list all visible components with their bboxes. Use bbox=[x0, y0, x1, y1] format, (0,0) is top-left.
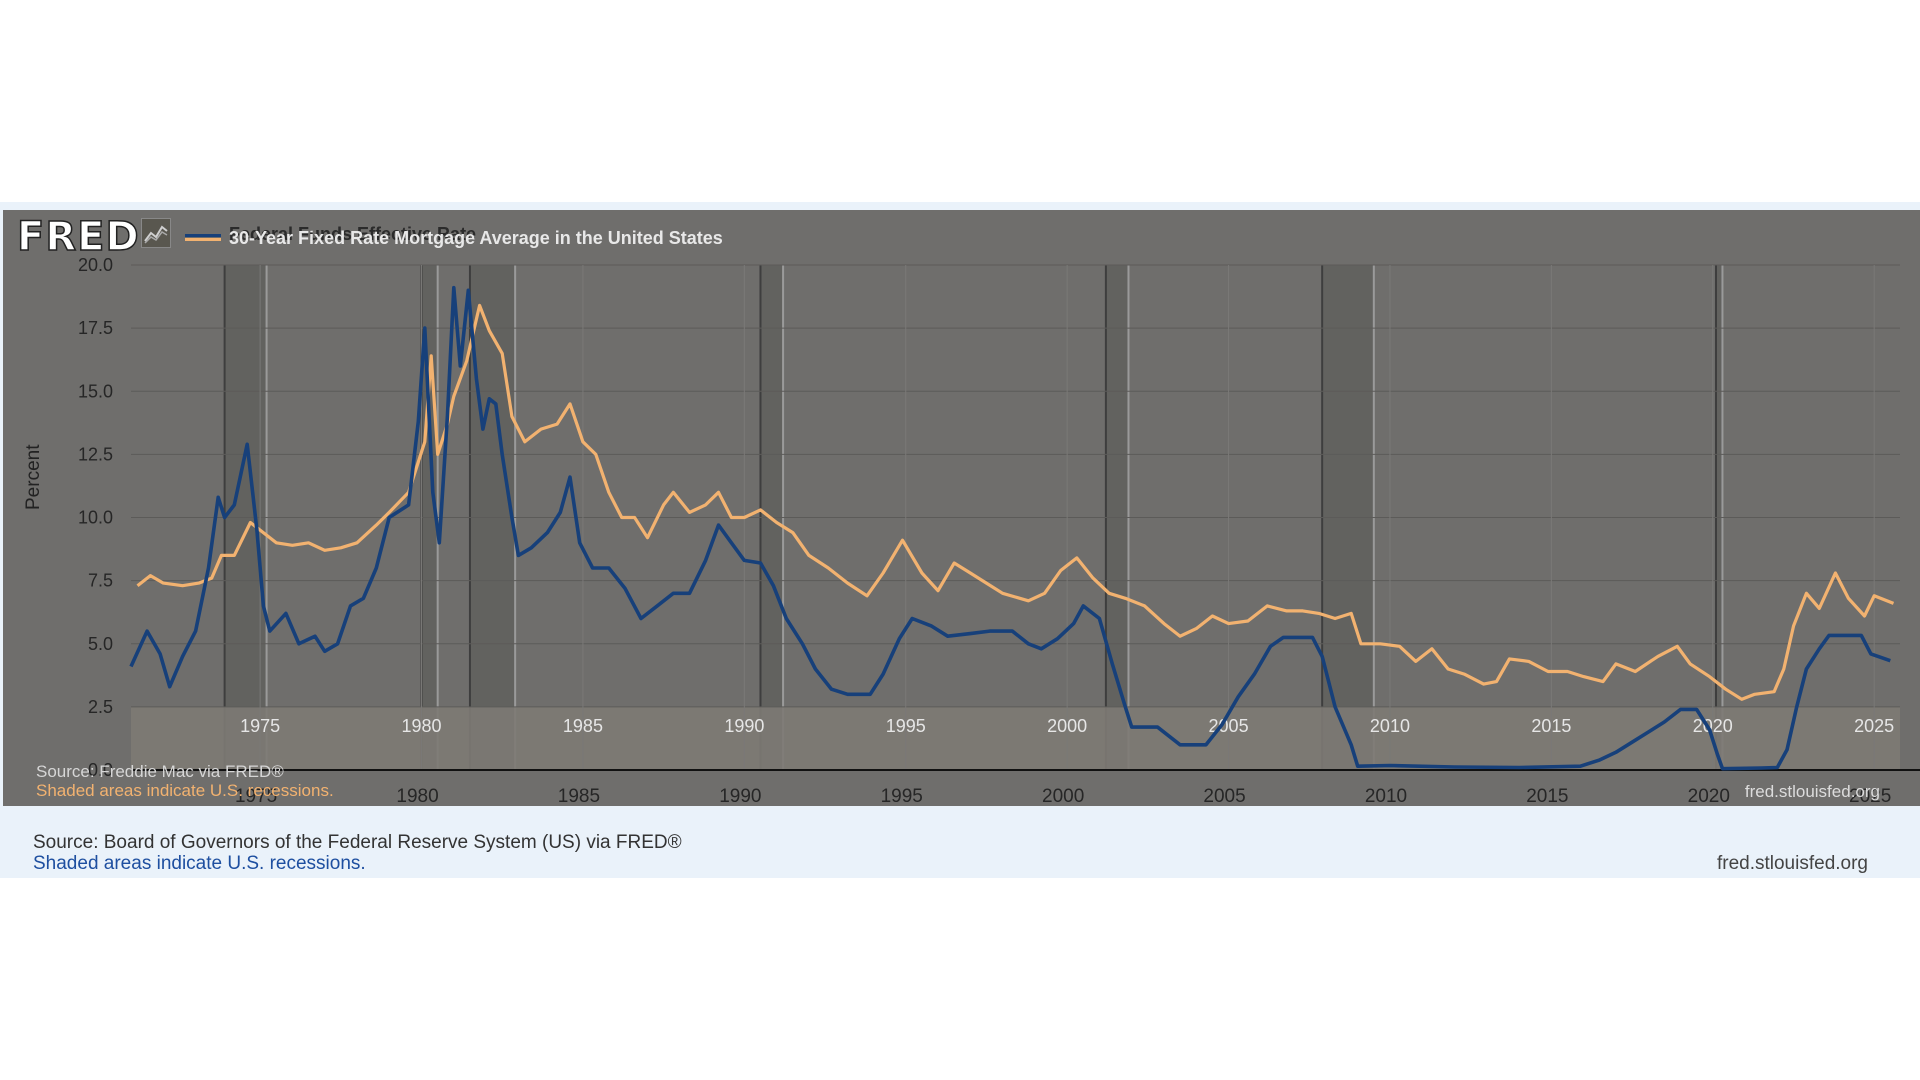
overlay-site[interactable]: fred.stlouisfed.org bbox=[1744, 782, 1880, 801]
x-tick-label-lower: 1980 bbox=[396, 786, 438, 806]
x-tick-label-lower: 2020 bbox=[1688, 786, 1730, 806]
y-tick-label: 7.5 bbox=[88, 571, 113, 591]
y-tick-label: 20.0 bbox=[78, 255, 113, 275]
y-tick-label: 17.5 bbox=[78, 318, 113, 338]
x-tick-label-lower: 2010 bbox=[1365, 786, 1407, 806]
x-tick-label-upper: 2025 bbox=[1854, 716, 1894, 736]
x-tick-label-lower: 1985 bbox=[558, 786, 600, 806]
series-line-fedfunds bbox=[129, 285, 1891, 771]
x-tick-label-lower: 2025 bbox=[1849, 786, 1891, 806]
legend-mortgage-label: 30-Year Fixed Rate Mortgage Average in t… bbox=[229, 228, 723, 248]
y-tick-label: 5.0 bbox=[88, 634, 113, 654]
chart-type-icon bbox=[141, 218, 171, 248]
y-tick-label: 12.5 bbox=[78, 444, 113, 464]
footer-source: Source: Board of Governors of the Federa… bbox=[33, 832, 682, 853]
x-tick-label-lower: 1975 bbox=[235, 786, 277, 806]
x-tick-label-upper: 1980 bbox=[402, 716, 442, 736]
footer-site[interactable]: fred.stlouisfed.org bbox=[1716, 853, 1868, 874]
lower-band bbox=[131, 706, 1900, 770]
x-tick-label-upper: 1990 bbox=[724, 716, 764, 736]
legend-fedfunds-label: Federal Funds Effective Rate bbox=[229, 224, 477, 244]
x-tick-label-lower: 1995 bbox=[881, 786, 923, 806]
x-tick-label-upper: 1985 bbox=[563, 716, 603, 736]
legend-fedfunds-swatch bbox=[185, 233, 221, 237]
x-tick-label-upper: 2015 bbox=[1531, 716, 1571, 736]
x-tick-label-upper: 2010 bbox=[1370, 716, 1410, 736]
footer-recessions: Shaded areas indicate U.S. recessions. bbox=[33, 853, 366, 874]
y-tick-label: 10.0 bbox=[78, 508, 113, 528]
x-tick-label-upper: 1975 bbox=[240, 716, 280, 736]
y-tick-label: 0.0 bbox=[88, 760, 113, 780]
x-tick-label-upper: 2000 bbox=[1047, 716, 1087, 736]
series-line-mortgage bbox=[136, 303, 1895, 701]
fred-logo[interactable]: FRED bbox=[16, 213, 140, 261]
overlay-source: Source: Freddie Mac via FRED® bbox=[36, 762, 284, 781]
y-axis-title: Percent bbox=[23, 444, 44, 510]
legend-mortgage-swatch bbox=[185, 237, 221, 241]
overlay-recessions: Shaded areas indicate U.S. recessions. bbox=[36, 781, 334, 800]
y-tick-label: 15.0 bbox=[78, 381, 113, 401]
legend-mortgage: 30-Year Fixed Rate Mortgage Average in t… bbox=[185, 228, 723, 249]
x-tick-label-lower: 2005 bbox=[1203, 786, 1245, 806]
chart-area: 0.0 2.5 5.0 7.5 10.0 12.5 15.0 17.5 20.0 1975 1980… bbox=[3, 210, 1920, 806]
x-tick-label-lower: 2000 bbox=[1042, 786, 1084, 806]
x-tick-label-upper: 2020 bbox=[1693, 716, 1733, 736]
legend-fedfunds: Federal Funds Effective Rate bbox=[185, 224, 476, 245]
x-tick-label-upper: 1995 bbox=[886, 716, 926, 736]
x-tick-label-lower: 1990 bbox=[719, 786, 761, 806]
chart-svg: 0.0 2.5 5.0 7.5 10.0 12.5 15.0 17.5 20.0 1975 1980… bbox=[78, 255, 1920, 806]
x-tick-label-lower: 2015 bbox=[1526, 786, 1568, 806]
y-tick-label: 2.5 bbox=[88, 697, 113, 717]
